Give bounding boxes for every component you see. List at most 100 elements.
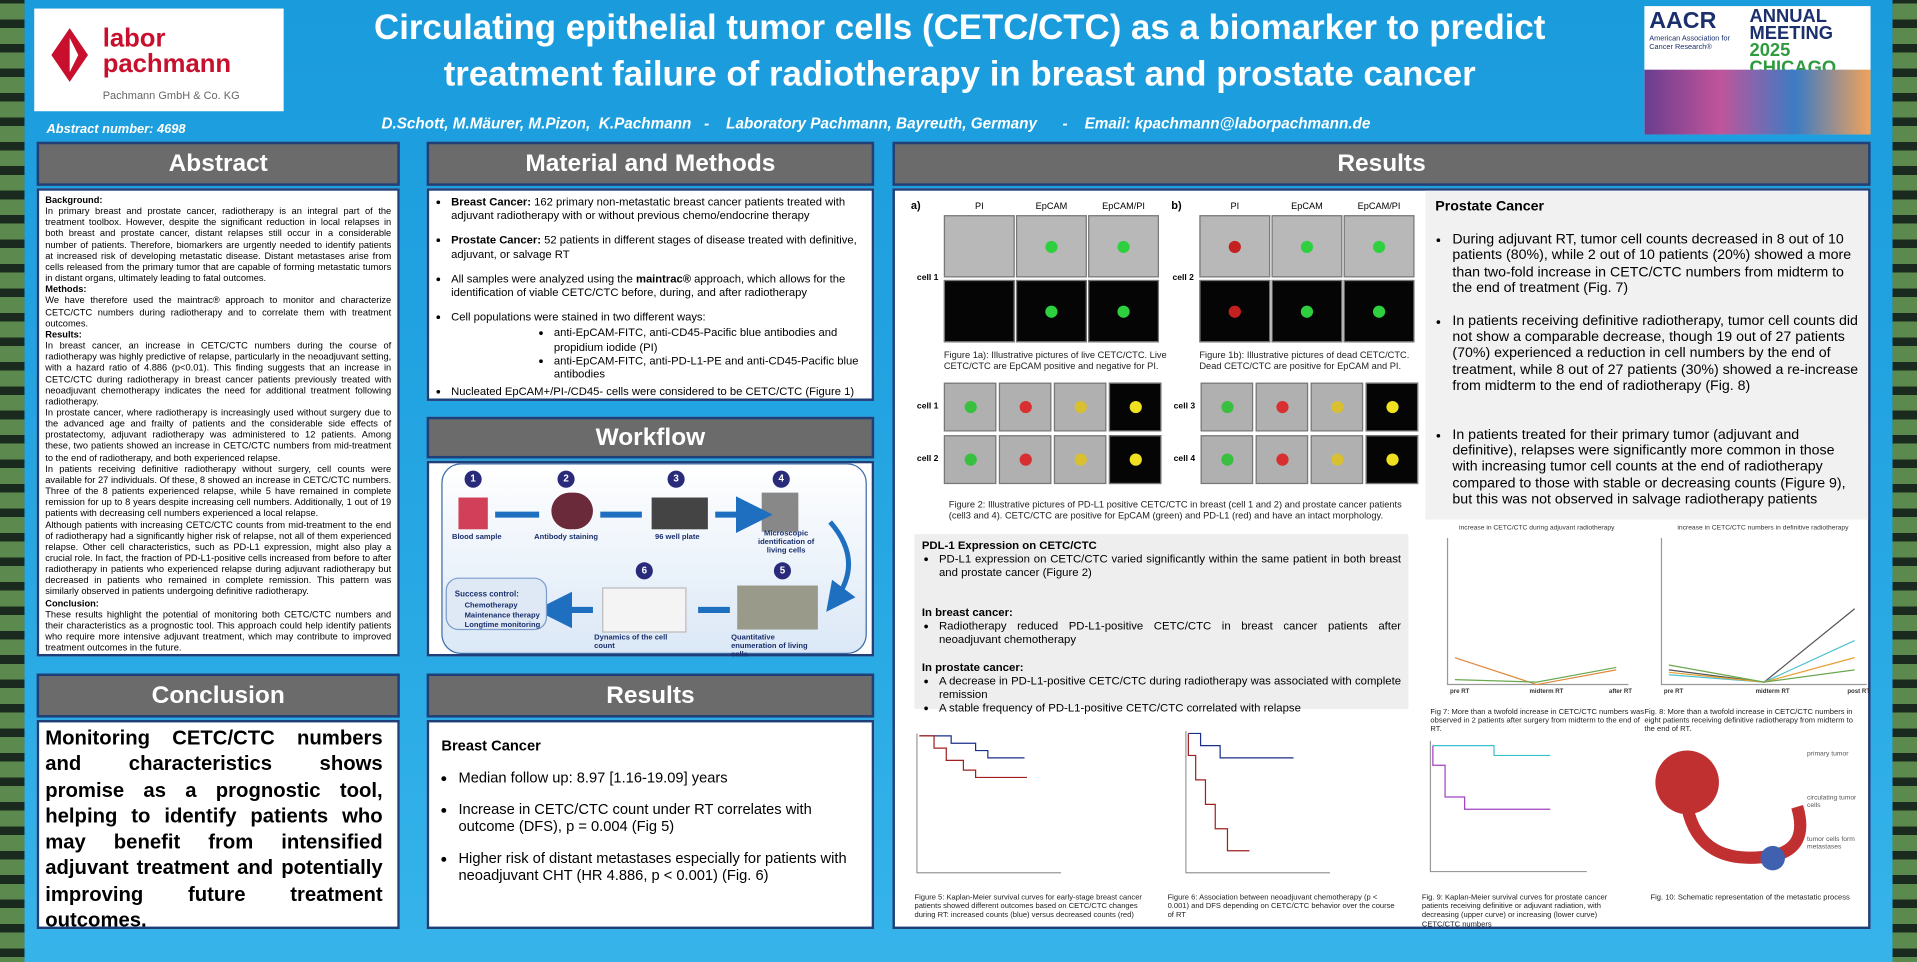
- plot-graphic: [1660, 537, 1867, 686]
- paragraph: We have therefore used the maintrac® app…: [45, 295, 392, 329]
- success-heading: Success control:: [454, 590, 519, 599]
- cell-dot: [1117, 305, 1130, 318]
- micrograph: [1108, 435, 1162, 485]
- workflow-graphics: [445, 463, 856, 654]
- plot-graphic: [1429, 740, 1587, 873]
- heading: Conclusion:: [45, 597, 99, 609]
- meeting-line: ANNUAL: [1749, 6, 1827, 27]
- heading: Results:: [45, 328, 82, 340]
- figure-label: tumor cells form metastases: [1806, 836, 1855, 852]
- prostate-item: During adjuvant RT, tumor cell counts de…: [1452, 231, 1858, 296]
- step-label: Dynamics of the cell count: [594, 633, 668, 651]
- x-tick-label: midterm RT: [1529, 688, 1564, 696]
- text: All samples were analyzed using the: [451, 272, 636, 285]
- column-label: EpCAM/PI: [1102, 200, 1145, 212]
- staining-item: anti-EpCAM-FITC, anti-PD-L1-PE and anti-…: [554, 354, 865, 381]
- step-label: Antibody staining: [534, 532, 598, 542]
- micrograph: [1199, 215, 1271, 278]
- micrograph: [1310, 382, 1364, 432]
- conference-logo: AACR American Association for Cancer Res…: [1644, 6, 1871, 135]
- org-full: American Association for Cancer Research…: [1649, 35, 1730, 52]
- row-label: cell 4: [1173, 454, 1196, 464]
- micrograph: [1271, 279, 1343, 343]
- panel-header: Workflow: [426, 416, 875, 459]
- method-item: Cell populations were stained in two dif…: [451, 311, 864, 382]
- row-label: cell 1: [916, 402, 939, 411]
- heading: Prostate Cancer: [1435, 198, 1545, 214]
- conference-image: [1644, 69, 1871, 135]
- micrograph: [1199, 279, 1271, 343]
- cell-dot: [1117, 240, 1130, 254]
- micrograph: [1108, 382, 1162, 432]
- step-number: 3: [667, 470, 685, 488]
- caption: Figure 2: Illustrative pictures of PD-L1…: [948, 498, 1402, 521]
- logo-icon: [51, 28, 89, 82]
- success-item: Longtime monitoring: [464, 620, 541, 630]
- figure-label: circulating tumor cells: [1806, 794, 1857, 810]
- abstract-number: Abstract number: 4698: [46, 122, 186, 137]
- cell-dot: [1074, 453, 1087, 466]
- paragraph: In primary breast and prostate cancer, r…: [45, 205, 392, 284]
- cell-dot: [1019, 400, 1032, 414]
- text: 52 patients in different stages of disea…: [451, 233, 857, 260]
- paragraph: In prostate cancer, where radiotherapy i…: [45, 407, 392, 463]
- cell-dot: [1300, 240, 1314, 254]
- meeting: ANNUAL MEETING 2025 CHICAGO: [1749, 6, 1871, 77]
- pdl1-list: Radiotherapy reduced PD-L1-positive CETC…: [922, 620, 1401, 647]
- micrograph: [998, 382, 1052, 432]
- heading: In breast cancer:: [921, 606, 1013, 619]
- film-strip-right: [1892, 0, 1917, 962]
- row-label: cell 1: [916, 273, 939, 283]
- caption: Figure 1b): Illustrative pictures of dea…: [1199, 349, 1410, 372]
- micrograph: [1255, 435, 1309, 485]
- methods-body: Breast Cancer: 162 primary non-metastati…: [426, 188, 875, 401]
- logo-sub: Pachmann GmbH & Co. KG: [102, 89, 240, 102]
- step-label: Blood sample: [451, 532, 502, 542]
- micrograph: [1088, 215, 1160, 278]
- caption: Fig. 8: More than a twofold increase in …: [1644, 707, 1853, 734]
- caption: Figure 1a): Illustrative pictures of liv…: [943, 349, 1167, 372]
- prostate-list: During adjuvant RT, tumor cell counts de…: [1435, 231, 1858, 507]
- results-list: Median follow up: 8.97 [1.16-19.09] year…: [441, 769, 866, 884]
- paragraph: In breast cancer, an increase in CETC/CT…: [45, 339, 392, 407]
- pdl1-item: A decrease in PD-L1-positive CETC/CTC du…: [939, 675, 1401, 702]
- panel-header: Results: [892, 141, 1871, 186]
- heading: Background:: [45, 194, 103, 206]
- org: AACR: [1649, 8, 1717, 35]
- result-item: Higher risk of distant metastases especi…: [458, 850, 866, 884]
- step-number: 1: [464, 470, 482, 488]
- micrograph: [1343, 215, 1415, 278]
- micrograph: [943, 382, 997, 432]
- cell-dot: [1331, 400, 1344, 414]
- method-item: Prostate Cancer: 52 patients in differen…: [451, 234, 864, 261]
- cell-dot: [1129, 453, 1142, 466]
- cell-dot: [1074, 400, 1087, 414]
- x-tick-label: pre RT: [1663, 688, 1684, 696]
- heading: Methods:: [45, 283, 87, 295]
- panel-header: Material and Methods: [426, 141, 875, 186]
- label: Breast Cancer:: [451, 195, 532, 208]
- cell-dot: [1129, 400, 1142, 414]
- methods-list: Breast Cancer: 162 primary non-metastati…: [434, 196, 864, 399]
- caption: Fig. 9: Kaplan-Meier survival curves for…: [1421, 893, 1608, 929]
- caption: Figure 5: Kaplan-Meier survival curves f…: [914, 893, 1142, 920]
- micrograph: [1200, 382, 1254, 432]
- prostate-item: In patients receiving definitive radioth…: [1452, 313, 1858, 394]
- x-tick-label: midterm RT: [1755, 688, 1790, 696]
- plot-graphic: [916, 733, 1062, 874]
- micrograph: [1015, 279, 1087, 343]
- cell-dot: [1331, 453, 1344, 466]
- cell-dot: [1372, 240, 1386, 254]
- step-label: 96 well plate: [655, 532, 700, 542]
- x-tick-label: pre RT: [1449, 688, 1470, 696]
- column-label: PI: [1230, 200, 1240, 212]
- plot-graphic: [1655, 750, 1807, 871]
- text: 162 primary non-metastatic breast cancer…: [451, 195, 846, 222]
- cell-dot: [1276, 453, 1289, 466]
- micrograph: [943, 435, 997, 485]
- conclusion-body: Monitoring CETC/CTC numbers and characte…: [36, 719, 400, 932]
- method-item: Breast Cancer: 162 primary non-metastati…: [451, 196, 864, 223]
- poster-title: Circulating epithelial tumor cells (CETC…: [374, 8, 1546, 95]
- heading: PDL-1 Expression on CETC/CTC: [921, 539, 1097, 552]
